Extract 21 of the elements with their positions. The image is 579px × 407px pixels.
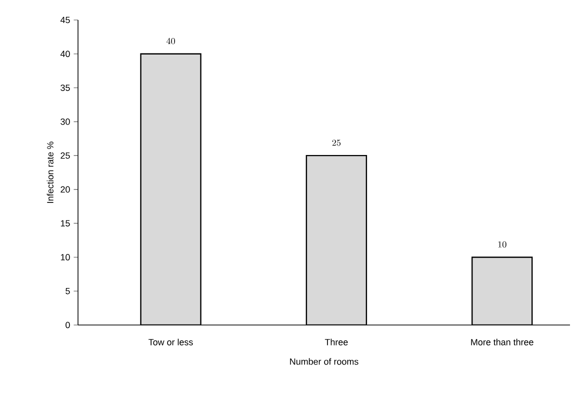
y-tick-label: 45 [60,16,70,24]
y-tick-label: 20 [60,186,70,193]
y-tick-label: 30 [60,118,70,125]
bar [140,53,202,325]
y-axis-title: Infection rate % [46,142,54,203]
x-axis-title: Number of rooms [290,358,358,365]
y-tick-label: 25 [60,152,70,159]
data-label: 10 [498,241,506,248]
y-tick-label: 15 [60,220,70,226]
bar [471,256,533,325]
x-tick-label: Tow or less [148,338,193,346]
bar [306,154,368,325]
y-tick-label: 5 [66,288,70,294]
y-tick-label: 35 [60,84,70,91]
x-tick-label: More than three [471,338,534,346]
data-label: 25 [332,140,341,146]
y-tick-label: 10 [60,254,70,260]
x-tick-label: Three [324,338,348,346]
y-tick-label: 0 [66,322,70,328]
y-tick-label: 40 [60,50,70,58]
data-label: 40 [166,38,176,44]
